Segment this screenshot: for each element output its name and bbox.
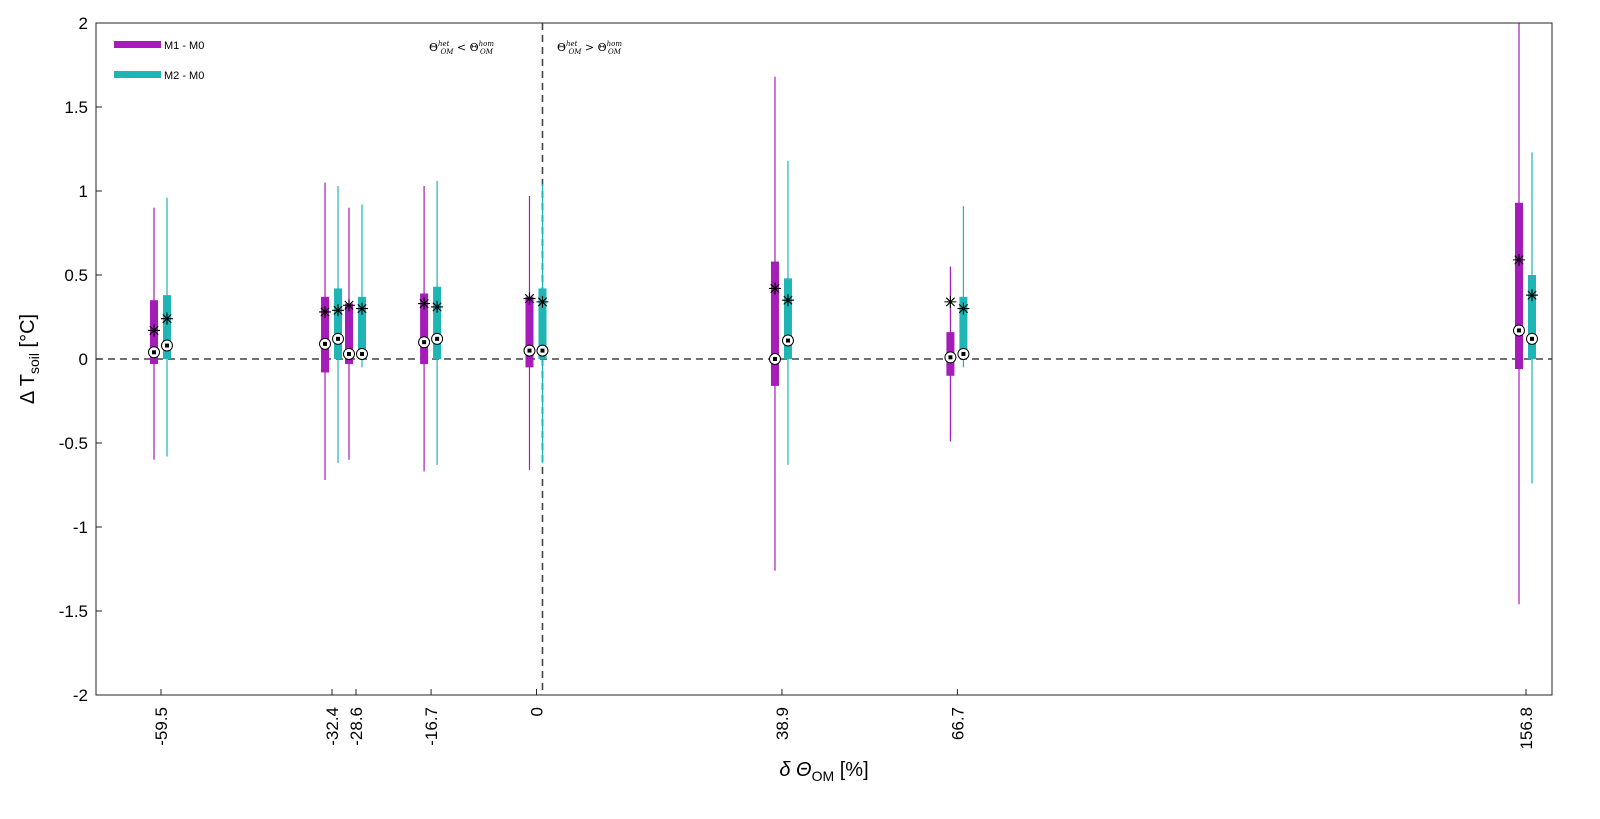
box <box>538 288 547 359</box>
y-tick-label: -2 <box>73 686 88 705</box>
mean-marker <box>781 294 794 307</box>
y-tick-label: 2 <box>79 14 88 33</box>
median-dot <box>785 338 790 343</box>
box <box>959 296 968 359</box>
mean-marker <box>319 305 332 318</box>
mean-marker <box>418 297 431 310</box>
median-dot <box>540 348 545 353</box>
median-dot <box>961 351 966 356</box>
mean-marker <box>1513 253 1525 266</box>
x-tick-label: -59.5 <box>152 707 171 746</box>
legend-label-m1: M1 - M0 <box>164 40 204 52</box>
mean-marker <box>523 292 536 305</box>
mean-marker <box>148 324 160 337</box>
x-tick-label: -28.6 <box>347 707 366 746</box>
annotation-het-greater-than-hom: Θhet OM > Θhom OM <box>557 40 622 56</box>
y-tick-label: -1 <box>73 518 88 537</box>
median-dot <box>360 351 364 356</box>
median-dot <box>323 341 328 346</box>
mean-marker <box>343 299 355 312</box>
median-dot <box>165 343 169 348</box>
box <box>358 296 366 359</box>
box <box>334 288 343 359</box>
mean-marker <box>1526 289 1538 302</box>
median-dot <box>772 357 777 361</box>
mean-marker <box>332 304 345 317</box>
median-dot <box>422 340 427 345</box>
y-tick-label: -1.5 <box>59 602 88 621</box>
mean-marker <box>957 302 970 315</box>
median-dot <box>435 336 440 341</box>
series-1 <box>148 23 1525 605</box>
mean-marker <box>161 312 173 325</box>
box <box>783 278 792 359</box>
box <box>321 296 330 373</box>
box <box>163 295 171 359</box>
median-dot <box>336 336 341 341</box>
y-tick-label: 0 <box>79 350 88 369</box>
x-tick-label: 0 <box>527 707 546 716</box>
legend-label-m2: M2 - M0 <box>164 70 204 82</box>
box <box>525 296 534 368</box>
legend-swatch-m1 <box>114 41 161 48</box>
box <box>433 286 442 359</box>
median-dot <box>1530 336 1534 341</box>
median-dot <box>152 350 156 355</box>
mean-marker <box>536 295 549 308</box>
x-tick-label: -16.7 <box>422 707 441 746</box>
x-tick-label: 156.8 <box>1517 707 1536 750</box>
x-tick-label: 38.9 <box>773 707 792 740</box>
box <box>345 303 353 365</box>
box <box>770 261 779 386</box>
mean-marker <box>768 282 781 295</box>
x-axis-label: δ ΘOM [%] <box>779 759 868 784</box>
box <box>1528 275 1536 359</box>
y-tick-label: 1.5 <box>64 98 88 117</box>
median-dot <box>948 355 953 360</box>
legend: M1 - M0 M2 - M0 <box>114 40 204 82</box>
mean-marker <box>944 295 957 308</box>
y-tick-label: 0.5 <box>64 266 88 285</box>
annotation-het-less-than-hom: Θhet OM < Θhom OM <box>429 40 494 56</box>
x-axis: -59.5 -32.4 -28.6 -16.7 0 38.9 66.7 156.8 <box>152 689 1536 750</box>
y-tick-label: -0.5 <box>59 434 88 453</box>
legend-swatch-m2 <box>114 71 161 78</box>
median-dot <box>527 348 532 353</box>
y-tick-label: 1 <box>79 182 88 201</box>
median-dot <box>347 351 351 356</box>
x-tick-label: 66.7 <box>948 707 967 740</box>
box-series-layer <box>148 23 1538 605</box>
series-2 <box>161 152 1538 484</box>
mean-marker <box>356 302 368 315</box>
median-dot <box>1517 328 1521 333</box>
box <box>420 293 429 365</box>
mean-marker <box>431 300 444 313</box>
x-tick-label: -32.4 <box>323 707 342 746</box>
y-axis-label: Δ Tsoil [°C] <box>17 314 42 404</box>
y-axis: -2 -1.5 -1 -0.5 0 0.5 1 1.5 2 <box>59 14 102 705</box>
box <box>1515 202 1523 370</box>
